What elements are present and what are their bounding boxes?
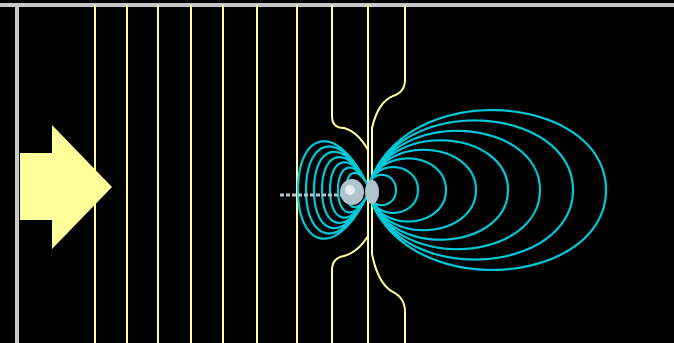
dipole-loop-right-5 xyxy=(366,148,478,232)
dipole-loop-left-4 xyxy=(320,155,369,225)
external-field-lines xyxy=(94,5,298,343)
dipole-loop-right-2 xyxy=(366,119,575,261)
dipole-loop-left-6 xyxy=(336,166,369,214)
dipole-loop-left-3 xyxy=(312,150,369,230)
dipole-loops-left xyxy=(296,140,369,240)
dipole-loop-right-3 xyxy=(366,129,542,251)
dipole-loop-left-2 xyxy=(304,145,369,235)
molecule-highlight xyxy=(345,185,355,195)
distorted-field-lines xyxy=(331,5,406,343)
dipole-loop-right-7 xyxy=(366,166,420,214)
dipole-loop-right-4 xyxy=(366,139,510,241)
dipole-loop-right-8 xyxy=(366,173,398,207)
dipole-loops-right xyxy=(366,108,608,272)
molecule-lobe xyxy=(365,180,379,204)
dipole-loop-right-6 xyxy=(366,157,448,223)
dipole-loop-right-1 xyxy=(366,108,608,272)
dipole-loop-left-5 xyxy=(328,161,369,219)
viewport-border xyxy=(0,3,674,343)
dipole-loop-left-1 xyxy=(296,140,369,240)
molecule-icon xyxy=(280,179,379,205)
right-arrow-icon xyxy=(20,125,112,249)
